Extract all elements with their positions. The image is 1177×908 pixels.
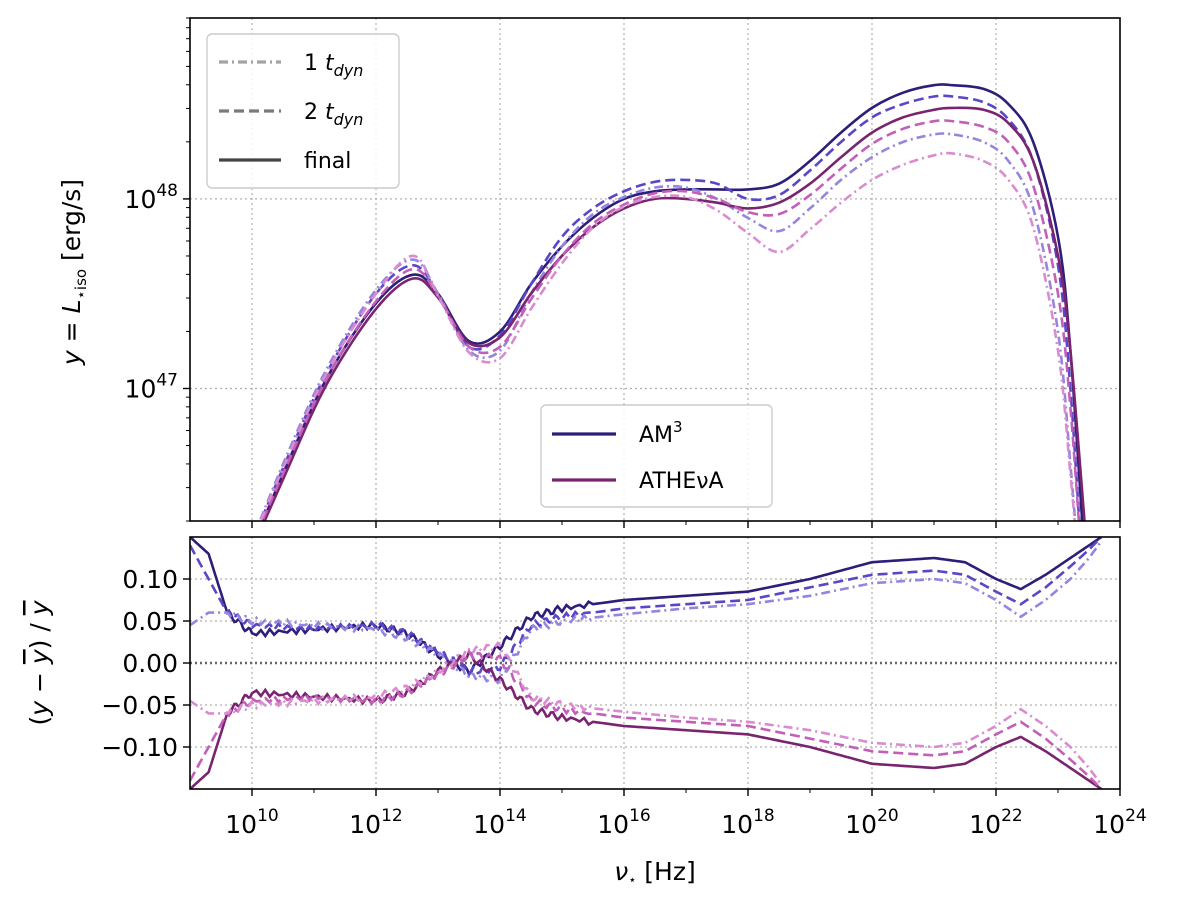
code-legend-label: ATHEνA [639,469,724,494]
stage-legend-label: 2 tdyn [304,100,363,129]
series-line [258,132,1077,521]
top-y-tick-label: 1048 [125,181,178,214]
top-panel-ticks: 1047 1048 [125,17,1121,528]
residual-line [190,648,1103,789]
bottom-panel-series [190,537,1120,789]
code-legend-label: AM3 [639,418,683,448]
bottom-y-axis-label: (y − y) / y [25,599,54,725]
residual-line [190,537,1103,677]
x-tick-label: 1016 [597,806,650,839]
residual-line [190,540,1103,685]
stage-legend-box [206,33,400,189]
x-tick-label: 1022 [969,806,1022,839]
x-tick-label: 1024 [1093,806,1146,839]
top-panel-series [258,83,1086,521]
stage-legend-label: 1 tdyn [304,51,363,80]
residual-line [190,650,1103,789]
x-axis-label: ν⋆ [Hz] [614,857,695,888]
series-line [260,119,1081,521]
top-y-axis-label: y = L⋆iso [erg/s] [57,179,90,366]
series-line [259,151,1077,521]
stage-legend-label: final [304,149,351,174]
bottom-panel-ticks: 1010 1012 1014 1016 1018 1020 1022 1024 0.10 0.05… [101,521,1147,839]
top-y-tick-label: 1047 [125,370,178,403]
stage-legend: 1 tdyn 2 tdyn final [206,33,400,189]
code-legend: AM3 ATHEνA [540,404,773,508]
top-panel-frame [189,17,1121,522]
series-line [259,94,1081,521]
residual-line [190,537,1103,677]
bottom-y-tick-label: 0.10 [122,565,178,594]
bottom-y-tick-label: 0.00 [122,649,178,678]
bottom-y-tick-label: −0.10 [101,733,178,762]
x-tick-label: 1010 [225,806,278,839]
x-tick-label: 1018 [721,806,774,839]
series-line [263,106,1086,521]
x-tick-label: 1014 [473,806,526,839]
bottom-y-tick-label: 0.05 [122,607,178,636]
x-tick-label: 1012 [349,806,402,839]
series-line [261,83,1084,521]
residual-line [190,641,1103,786]
x-tick-label: 1020 [845,806,898,839]
bottom-y-tick-label: −0.05 [101,691,178,720]
